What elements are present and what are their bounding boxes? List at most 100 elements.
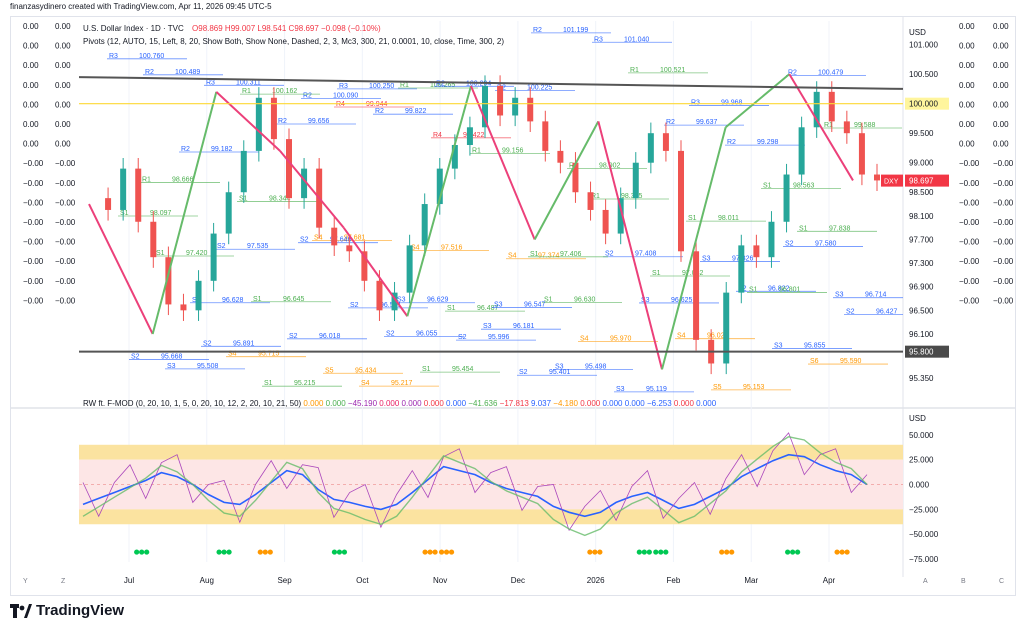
pivot-label: R2	[145, 69, 154, 76]
candle-body	[497, 85, 504, 116]
osc-band-lower	[79, 509, 903, 525]
zigzag-segment	[533, 120, 600, 240]
symbol-header[interactable]: U.S. Dollar Index · 1D · TVC O98.869 H99…	[83, 24, 381, 33]
zigzag-segment	[725, 73, 790, 129]
osc-green-marker	[653, 549, 659, 555]
pivots-header[interactable]: Pivots (12, AUTO, 15, Left, 8, 20, Show …	[83, 37, 504, 46]
osc-orange-marker	[262, 549, 268, 555]
trend-lines	[78, 76, 904, 353]
candle-body	[240, 150, 247, 193]
oscillator-values: 0.000 0.000 −45.190 0.000 0.000 0.000 0.…	[303, 399, 716, 408]
pivot-label: R1	[472, 148, 481, 155]
pivot-label: S4	[411, 244, 420, 251]
pivot-label: S1	[799, 225, 808, 232]
side-value-right_b: −0.00	[993, 277, 1014, 286]
pivot-value: 97.406	[560, 251, 582, 258]
pivot-label: S2	[386, 331, 395, 338]
side-value-right_a: −0.00	[959, 198, 980, 207]
pivot-label: S2	[131, 353, 140, 360]
side-value-left_a: 0.00	[23, 140, 39, 149]
pivot-value: 97.646	[330, 237, 352, 244]
price-tick: 96.100	[909, 330, 934, 339]
pivot-value: 99.156	[502, 148, 524, 155]
pivot-value: 96.547	[524, 302, 546, 309]
pivot-label: S6	[810, 358, 819, 365]
time-axis-label: Mar	[744, 576, 758, 585]
osc-axis-currency: USD	[909, 414, 926, 423]
candle-body	[482, 85, 488, 128]
pivot-value: 98.666	[172, 176, 194, 183]
price-tick: 98.100	[909, 212, 934, 221]
osc-orange-marker	[724, 549, 730, 555]
candle-body	[557, 150, 564, 163]
candle-body	[135, 168, 142, 222]
oscillator-value: −41.636	[466, 399, 498, 408]
osc-orange-marker	[448, 549, 455, 555]
pivot-value: 95.715	[258, 351, 280, 358]
zigzag-segment	[597, 121, 663, 370]
time-axis-label: Nov	[433, 576, 447, 585]
side-value-left_a: −0.00	[23, 257, 44, 266]
pivot-value: 98.563	[793, 183, 815, 190]
pivot-label: R2	[788, 69, 797, 76]
pivot-value: 98.011	[718, 215, 739, 222]
candle-body	[210, 233, 217, 281]
osc-green-marker	[341, 549, 348, 555]
candle-body	[301, 168, 308, 199]
side-value-left_b: −0.00	[55, 257, 76, 266]
pivot-value: 95.215	[294, 380, 316, 387]
candle-body	[286, 139, 292, 199]
pivot-label: S1	[763, 183, 772, 190]
pivot-value: 99.637	[696, 119, 718, 126]
pivot-value: 96.714	[865, 292, 887, 299]
pivot-value: 96.487	[477, 305, 499, 312]
pivot-label: S3	[494, 302, 503, 309]
pivot-label: S1	[749, 287, 758, 294]
side-value-left_a: −0.00	[23, 296, 44, 305]
osc-green-marker	[658, 549, 664, 555]
candle-body	[512, 97, 519, 116]
pivot-value: 96.628	[222, 297, 244, 304]
pivot-label: S2	[203, 340, 212, 347]
pivot-label: R1	[142, 176, 151, 183]
side-value-left_a: 0.00	[23, 22, 39, 31]
side-value-right_b: −0.00	[993, 296, 1014, 305]
osc-green-marker	[641, 549, 647, 555]
candle-body	[693, 251, 700, 340]
candle-body	[451, 145, 458, 169]
osc-green-marker	[144, 549, 150, 555]
candle-body	[391, 292, 398, 311]
osc-green-marker	[790, 549, 796, 555]
candle-body	[662, 133, 669, 151]
chart-canvas[interactable]: R3100.760R3100.311R2100.090R1100.265R210…	[11, 17, 1015, 595]
oscillator-header[interactable]: RW ft. F-MOD (0, 20, 10, 1, 5, 0, 20, 10…	[83, 399, 716, 408]
pivot-label: S3	[555, 363, 564, 370]
candle-body	[406, 245, 413, 293]
pivot-label: S4	[677, 333, 686, 340]
price-tick: 96.900	[909, 283, 934, 292]
price-tick: 99.500	[909, 129, 934, 138]
pivot-label: S4	[580, 336, 589, 343]
pivot-label: S2	[605, 251, 614, 258]
axis-letter: Z	[61, 578, 66, 585]
side-value-right_a: −0.00	[959, 296, 980, 305]
price-tick: 97.700	[909, 235, 934, 244]
chart-frame: R3100.760R3100.311R2100.090R1100.265R210…	[10, 16, 1016, 596]
osc-orange-marker	[443, 549, 450, 555]
osc-green-marker	[221, 549, 227, 555]
pivot-label: S3	[483, 323, 492, 330]
pivot-label: S1	[253, 296, 262, 303]
osc-orange-marker	[587, 549, 593, 555]
osc-orange-marker	[422, 549, 428, 555]
pivot-label: R1	[630, 67, 639, 74]
pivot-value: 100.489	[175, 69, 200, 76]
side-value-right_a: −0.00	[959, 277, 980, 286]
price-label-100-bg	[905, 97, 949, 110]
chart-credit: finanzasydinero created with TradingView…	[10, 2, 272, 11]
pivot-lines: R3100.760R3100.311R2100.090R1100.265R210…	[107, 27, 903, 393]
osc-band-mid	[79, 459, 903, 510]
pivot-value: 99.182	[211, 146, 233, 153]
osc-green-marker	[636, 549, 642, 555]
candle-body	[813, 91, 820, 128]
side-value-right_a: −0.00	[959, 159, 980, 168]
